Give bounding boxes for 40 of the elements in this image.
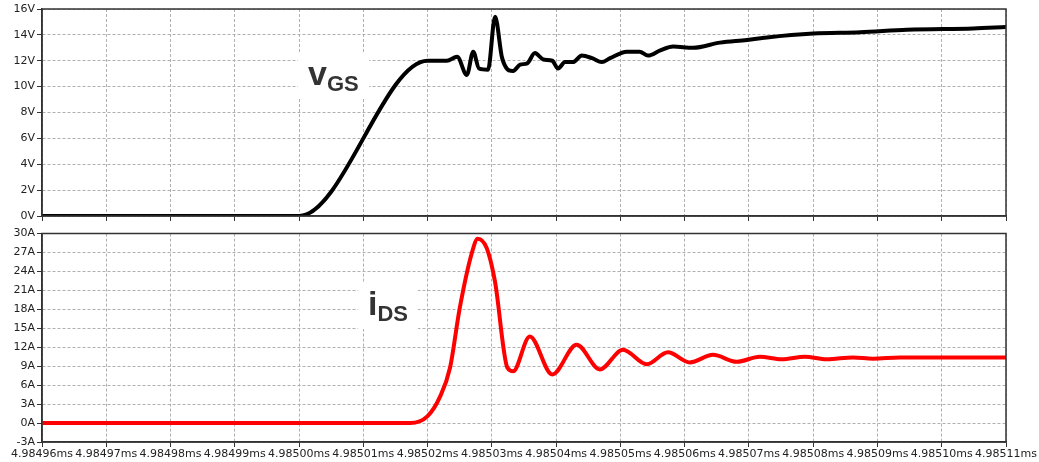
y-tick-label: 27A (13, 245, 36, 259)
y-tick-label: 15A (13, 321, 36, 335)
x-tick-label: 4.98499ms (203, 447, 267, 461)
x-tick-label: 4.98504ms (525, 447, 588, 461)
y-tick-label: 4V (20, 157, 36, 171)
x-tick-label: 4.98500ms (268, 447, 331, 461)
y-tick-label: 2V (20, 182, 36, 196)
y-tick-label: 8V (20, 105, 36, 119)
x-tick-label: 4.98511ms (975, 447, 1038, 461)
y-tick-label: 9A (20, 359, 36, 373)
y-tick-label: 10V (13, 79, 36, 93)
y-tick-label: 3A (20, 396, 36, 410)
y-tick-label: 12V (13, 53, 36, 67)
x-tick-label: 4.98496ms (11, 447, 74, 461)
x-tick-label: 4.98510ms (910, 447, 973, 461)
y-tick-label: 6V (20, 131, 36, 145)
y-tick-label: 0V (20, 208, 36, 222)
y-tick-label: 14V (13, 27, 36, 41)
y-tick-label: 30A (13, 226, 36, 240)
x-tick-label: 4.98508ms (782, 447, 845, 461)
x-tick-label: 4.98509ms (846, 447, 909, 461)
line-series (42, 236, 1006, 426)
x-tick-label: 4.98506ms (653, 447, 716, 461)
y-tick-label: 18A (13, 302, 36, 316)
series-label: i$_{DS}$ (358, 282, 419, 329)
y-tick-label: 0A (20, 415, 36, 429)
series-label: v$_{GS}$ (298, 52, 369, 99)
x-tick-label: 4.98503ms (460, 447, 524, 461)
x-tick-label: 4.98505ms (589, 447, 652, 461)
y-tick-label: 12A (13, 340, 36, 354)
y-tick-label: 6A (20, 378, 36, 392)
x-tick-label: 4.98501ms (332, 447, 395, 461)
y-tick-label: 21A (13, 283, 36, 297)
x-tick-label: 4.98497ms (75, 447, 138, 461)
y-tick-label: 24A (13, 264, 36, 278)
y-tick-label: 16V (13, 1, 36, 15)
x-tick-label: 4.98507ms (717, 447, 781, 461)
x-tick-label: 4.98502ms (396, 447, 459, 461)
y-tick-label: -3A (16, 434, 36, 448)
x-tick-label: 4.98498ms (139, 447, 202, 461)
